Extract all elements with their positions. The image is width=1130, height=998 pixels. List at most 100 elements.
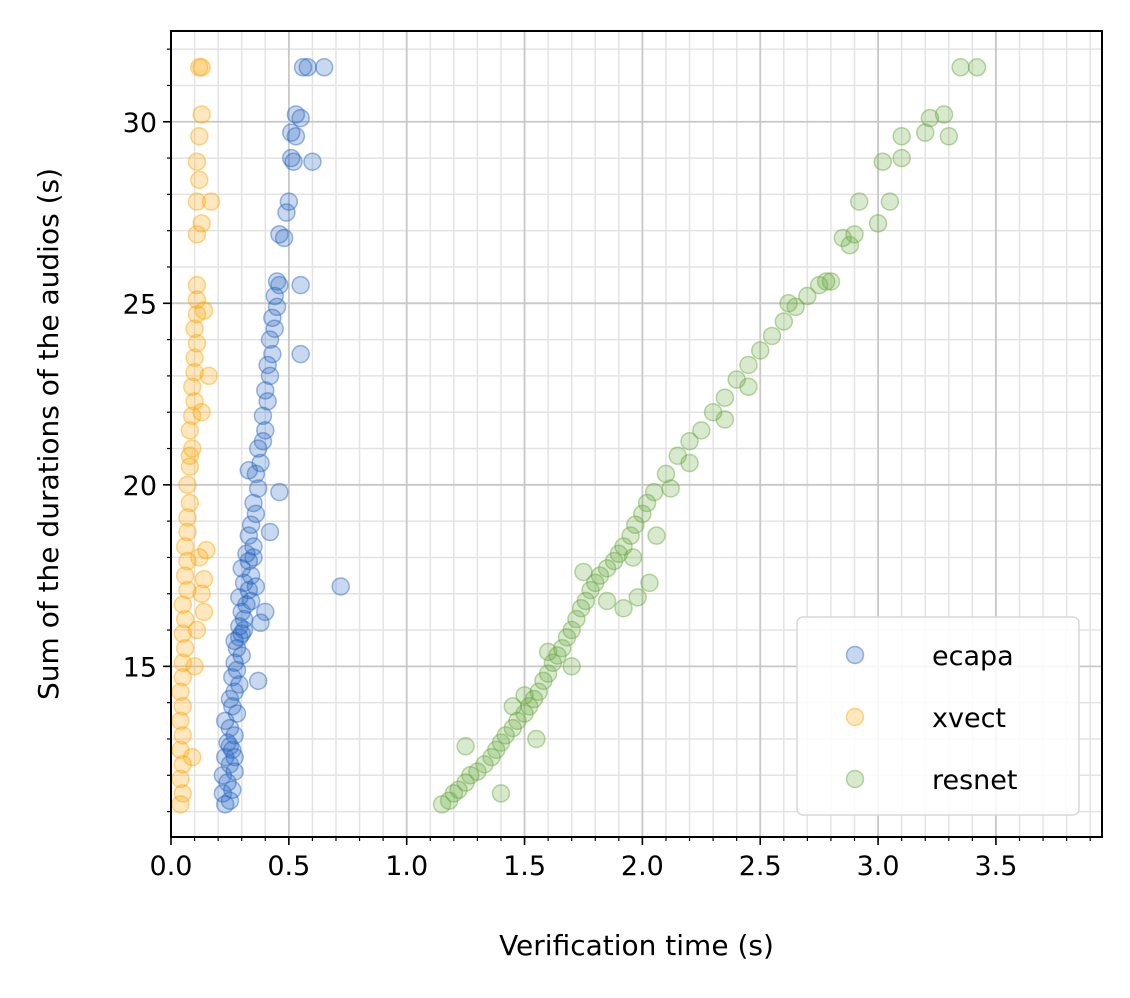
ecapa-point: [232, 559, 251, 578]
ecapa-point: [237, 595, 256, 614]
ecapa-point: [234, 609, 254, 629]
ecapa-point: [239, 551, 259, 571]
resnet-point: [951, 58, 970, 77]
ecapa-point: [225, 726, 244, 745]
ecapa-point: [248, 671, 268, 691]
ecapa-point: [225, 631, 244, 651]
xvect-point: [182, 747, 202, 767]
ecapa-point: [293, 58, 313, 77]
resnet-point: [548, 646, 567, 665]
xvect-point: [173, 697, 193, 716]
ecapa-point: [253, 432, 273, 451]
y-tick-label: 20: [123, 471, 157, 502]
resnet-point: [538, 642, 558, 662]
resnet-point: [562, 620, 581, 640]
resnet-point: [849, 192, 869, 211]
resnet-point: [543, 653, 563, 672]
ecapa-point: [331, 577, 350, 596]
resnet-point: [892, 127, 911, 146]
ecapa-point: [223, 697, 242, 716]
ecapa-point: [267, 297, 287, 317]
ecapa-point: [298, 58, 317, 77]
xvect-point: [199, 366, 218, 386]
ecapa-point: [239, 580, 259, 600]
resnet-point: [626, 515, 645, 535]
y-axis-label: Sum of the durations of the audios (s): [32, 168, 65, 700]
resnet-point: [821, 272, 841, 291]
resnet-point: [668, 446, 687, 466]
xvect-point: [173, 653, 193, 672]
ecapa-point: [270, 225, 289, 244]
resnet-point: [604, 551, 624, 571]
resnet-point: [553, 638, 572, 658]
xvect-point: [185, 657, 204, 676]
x-tick-label: 3.0: [857, 851, 900, 882]
xvect-point: [187, 333, 207, 353]
ecapa-point: [223, 740, 242, 760]
xvect-point: [194, 569, 214, 589]
xvect-point: [175, 537, 195, 556]
resnet-point: [586, 573, 605, 593]
xvect-point: [182, 439, 202, 458]
resnet-point: [597, 591, 617, 611]
resnet-point: [491, 733, 511, 752]
x-tick-label: 0.0: [150, 851, 193, 882]
ecapa-point: [223, 780, 242, 800]
xvect-point: [192, 584, 211, 603]
resnet-point: [703, 402, 723, 422]
xvect-point: [178, 475, 197, 495]
xvect-point: [175, 609, 195, 629]
resnet-point: [623, 548, 643, 567]
resnet-point: [503, 697, 523, 716]
y-tick-label: 15: [123, 652, 157, 683]
legend-box: [796, 616, 1080, 816]
xvect-point: [192, 214, 211, 233]
ecapa-point: [281, 123, 301, 142]
resnet-point: [715, 410, 735, 429]
ecapa-point: [279, 192, 299, 211]
series-xvect: [171, 58, 221, 814]
resnet-point: [920, 108, 940, 128]
ecapa-point: [258, 392, 277, 411]
ecapa-point: [270, 482, 289, 502]
resnet-point: [640, 573, 659, 593]
xvect-point: [180, 446, 200, 466]
resnet-point: [524, 689, 544, 709]
resnet-point: [661, 479, 680, 498]
xvect-point: [180, 493, 200, 513]
resnet-point: [439, 791, 459, 810]
xvect-point: [182, 406, 202, 426]
xvect-point: [173, 595, 193, 614]
xvect-point: [175, 566, 195, 585]
ecapa-point: [220, 791, 240, 810]
ecapa-point: [256, 381, 275, 400]
legend-item-resnet: resnet: [845, 765, 1018, 796]
resnet-point: [892, 148, 911, 168]
ecapa-point: [215, 795, 235, 814]
xvect-point: [173, 624, 193, 643]
ecapa-point: [260, 522, 280, 542]
resnet-point: [637, 493, 657, 513]
resnet-point: [534, 671, 553, 691]
data-points: [171, 58, 987, 814]
xvect-point: [194, 602, 214, 622]
ecapa-point: [248, 439, 268, 458]
resnet-point: [581, 580, 600, 600]
ecapa-point: [291, 275, 310, 295]
ecapa-point: [237, 544, 256, 564]
ecapa-point: [246, 577, 266, 596]
ecapa-point: [263, 344, 282, 364]
ecapa-point: [232, 624, 251, 643]
resnet-point: [475, 755, 494, 774]
xvect-point: [182, 377, 202, 397]
xvect-point: [190, 127, 209, 146]
ecapa-point: [234, 573, 254, 593]
resnet-point: [487, 740, 506, 760]
ecapa-point: [230, 588, 249, 607]
x-tick-label: 1.0: [385, 851, 428, 882]
xvect-point: [173, 784, 193, 803]
xvect-point: [178, 508, 197, 527]
resnet-point: [444, 784, 464, 803]
xvect-point: [180, 457, 200, 476]
